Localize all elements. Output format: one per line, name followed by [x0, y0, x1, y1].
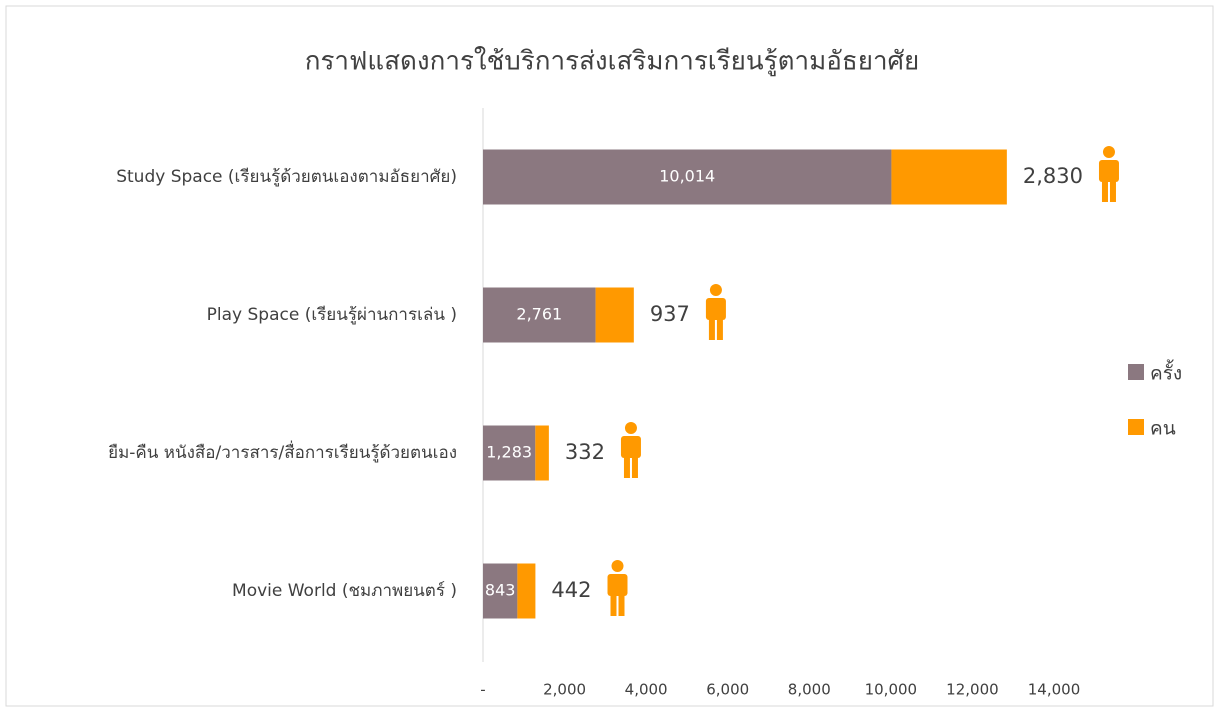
bar-segment: [517, 563, 536, 619]
person-leg: [708, 318, 715, 340]
legend-label: ครั้ง: [1150, 360, 1182, 385]
person-leg: [623, 456, 630, 478]
person-body: [620, 436, 641, 458]
person-head: [611, 560, 624, 572]
y-tick-label: Study Space (เรียนรู้ด้วยตนเองตามอัธยาศั…: [116, 167, 457, 187]
y-tick-label: Movie World (ชมภาพยนตร์ ): [232, 581, 457, 601]
y-tick-label: ยืม-คืน หนังสือ/วารสาร/สื่อการเรียนรู้ด้…: [108, 440, 457, 463]
data-label: 442: [551, 578, 591, 602]
data-label: 937: [650, 302, 690, 326]
x-tick-label: 14,000: [1028, 681, 1081, 699]
legend-label: คน: [1150, 418, 1176, 440]
bar-segment: [595, 287, 634, 343]
person-leg: [631, 456, 638, 478]
bar-segment: [891, 149, 1007, 205]
x-tick-label: 10,000: [865, 681, 918, 699]
person-leg: [618, 594, 625, 616]
person-body: [607, 574, 628, 596]
bar-segment: [483, 287, 596, 343]
chart-frame: [5, 5, 1214, 707]
legend-swatch: [1128, 364, 1144, 380]
x-tick-label: 6,000: [706, 681, 749, 699]
person-icon: [607, 560, 628, 616]
x-tick-label: 2,000: [543, 681, 586, 699]
chart-title: กราฟแสดงการใช้บริการส่งเสริมการเรียนรู้ต…: [305, 47, 920, 77]
bar-segment: [483, 425, 536, 481]
data-label: 332: [565, 440, 605, 464]
data-label: 2,830: [1023, 164, 1083, 188]
legend-swatch: [1128, 419, 1144, 435]
x-tick-label: 12,000: [946, 681, 999, 699]
x-tick-label: -: [480, 681, 485, 699]
person-head: [624, 422, 637, 434]
bar-segment: [535, 425, 549, 481]
data-label: 10,014: [659, 167, 715, 186]
x-tick-label: 8,000: [788, 681, 831, 699]
person-body: [705, 298, 726, 320]
person-head: [709, 284, 722, 296]
person-icon: [705, 284, 726, 340]
person-icon: [620, 422, 641, 478]
bar-segment: [483, 563, 518, 619]
x-tick-label: 4,000: [625, 681, 668, 699]
person-leg: [1101, 180, 1108, 202]
data-label: 843: [485, 581, 516, 600]
y-tick-label: Play Space (เรียนรู้ผ่านการเล่น ): [207, 305, 457, 325]
person-head: [1102, 146, 1115, 158]
person-leg: [610, 594, 617, 616]
person-leg: [716, 318, 723, 340]
data-label: 1,283: [486, 443, 532, 462]
person-body: [1098, 160, 1119, 182]
person-leg: [1109, 180, 1116, 202]
bar-segment: [483, 149, 892, 205]
person-icon: [1098, 146, 1119, 202]
data-label: 2,761: [516, 305, 562, 324]
